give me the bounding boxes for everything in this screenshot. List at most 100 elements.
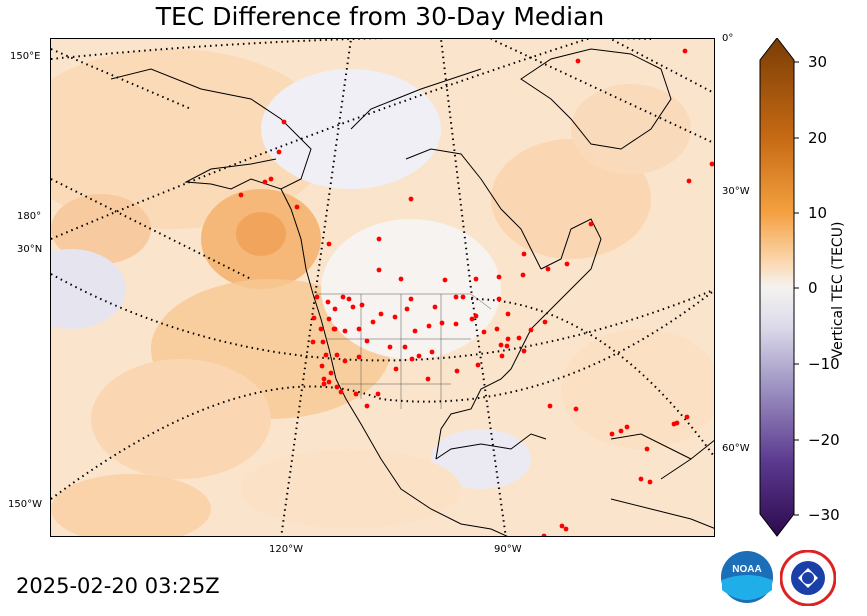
tec-contours [51, 39, 714, 536]
map-canvas [51, 39, 714, 536]
colorbar [759, 38, 799, 537]
station-marker [398, 276, 404, 282]
station-marker [453, 294, 459, 300]
station-marker [504, 343, 510, 349]
station-marker [494, 326, 500, 332]
station-marker [318, 326, 324, 332]
colorbar-tick: −30 [808, 506, 840, 524]
station-marker [563, 526, 569, 532]
station-marker [402, 344, 408, 350]
station-marker [426, 323, 432, 329]
station-marker [364, 403, 370, 409]
state-borders [316, 293, 492, 409]
station-marker [521, 348, 527, 354]
station-marker [334, 352, 340, 358]
station-marker [454, 368, 460, 374]
station-marker [326, 316, 332, 322]
station-marker [364, 338, 370, 344]
lat-label-30n: 30°N [17, 244, 43, 255]
station-marker [294, 204, 300, 210]
station-marker [325, 299, 331, 305]
station-marker [473, 313, 479, 319]
station-marker [331, 326, 337, 332]
station-marker [376, 267, 382, 273]
station-marker [320, 339, 326, 345]
station-marker [521, 251, 527, 257]
station-marker [473, 276, 479, 282]
station-marker [340, 294, 346, 300]
lat-label-150e: 150°E [10, 51, 41, 62]
station-marker [334, 384, 340, 390]
station-marker [311, 315, 317, 321]
station-marker [442, 277, 448, 283]
station-marker [439, 320, 445, 326]
station-marker [392, 314, 398, 320]
tec-map [50, 38, 715, 537]
station-marker [276, 149, 282, 155]
lon-label-0: 0° [722, 33, 734, 44]
station-marker [498, 342, 504, 348]
station-marker [404, 306, 410, 312]
station-marker [408, 196, 414, 202]
timestamp: 2025-02-20 03:25Z [16, 574, 220, 598]
station-marker [310, 339, 316, 345]
station-marker [378, 311, 384, 317]
station-marker [528, 327, 534, 333]
noaa-logo-text: NOAA [732, 564, 761, 575]
colorbar-label: Vertical TEC (TECU) [830, 221, 846, 359]
station-marker [393, 366, 399, 372]
chart-title: TEC Difference from 30-Day Median [155, 2, 605, 31]
graticule [51, 39, 714, 536]
lon-label-90w: 90°W [494, 544, 522, 555]
station-marker [682, 48, 688, 54]
station-marker [432, 304, 438, 310]
station-marker [319, 363, 325, 369]
station-marker [342, 358, 348, 364]
station-marker [460, 294, 466, 300]
station-marker [542, 319, 548, 325]
station-marker [326, 241, 332, 247]
station-marker [644, 446, 650, 452]
station-marker [469, 316, 475, 322]
station-marker [353, 391, 359, 397]
station-marker [321, 381, 327, 387]
station-marker [709, 161, 714, 167]
gnss-stations [238, 48, 714, 536]
station-marker [328, 370, 334, 376]
station-marker [684, 414, 690, 420]
station-marker [559, 523, 565, 529]
noaa-logo: NOAA [721, 551, 773, 603]
lat-label-180: 180° [17, 211, 42, 222]
station-marker [314, 294, 320, 300]
station-marker [370, 319, 376, 325]
station-marker [496, 274, 502, 280]
station-marker [516, 335, 522, 341]
station-marker [412, 328, 418, 334]
station-marker [618, 428, 624, 434]
station-marker [475, 362, 481, 368]
station-marker [356, 354, 362, 360]
station-marker [350, 304, 356, 310]
colorbar-tick: 10 [808, 204, 828, 222]
station-marker [346, 296, 352, 302]
station-marker [409, 356, 415, 362]
station-marker [429, 349, 435, 355]
lon-label-60w: 60°W [722, 443, 750, 454]
station-marker [674, 420, 680, 426]
station-marker [416, 353, 422, 359]
station-marker [387, 344, 393, 350]
station-marker [326, 379, 332, 385]
station-marker [376, 236, 382, 242]
station-marker [624, 424, 630, 430]
station-marker [481, 329, 487, 335]
station-marker [332, 306, 338, 312]
station-marker [686, 178, 692, 184]
station-marker [356, 326, 362, 332]
lon-label-30w: 30°W [722, 186, 750, 197]
station-marker [520, 272, 526, 278]
colorbar-tick: −10 [808, 355, 840, 373]
station-marker [321, 376, 327, 382]
station-marker [408, 296, 414, 302]
station-marker [238, 192, 244, 198]
station-marker [499, 353, 505, 359]
